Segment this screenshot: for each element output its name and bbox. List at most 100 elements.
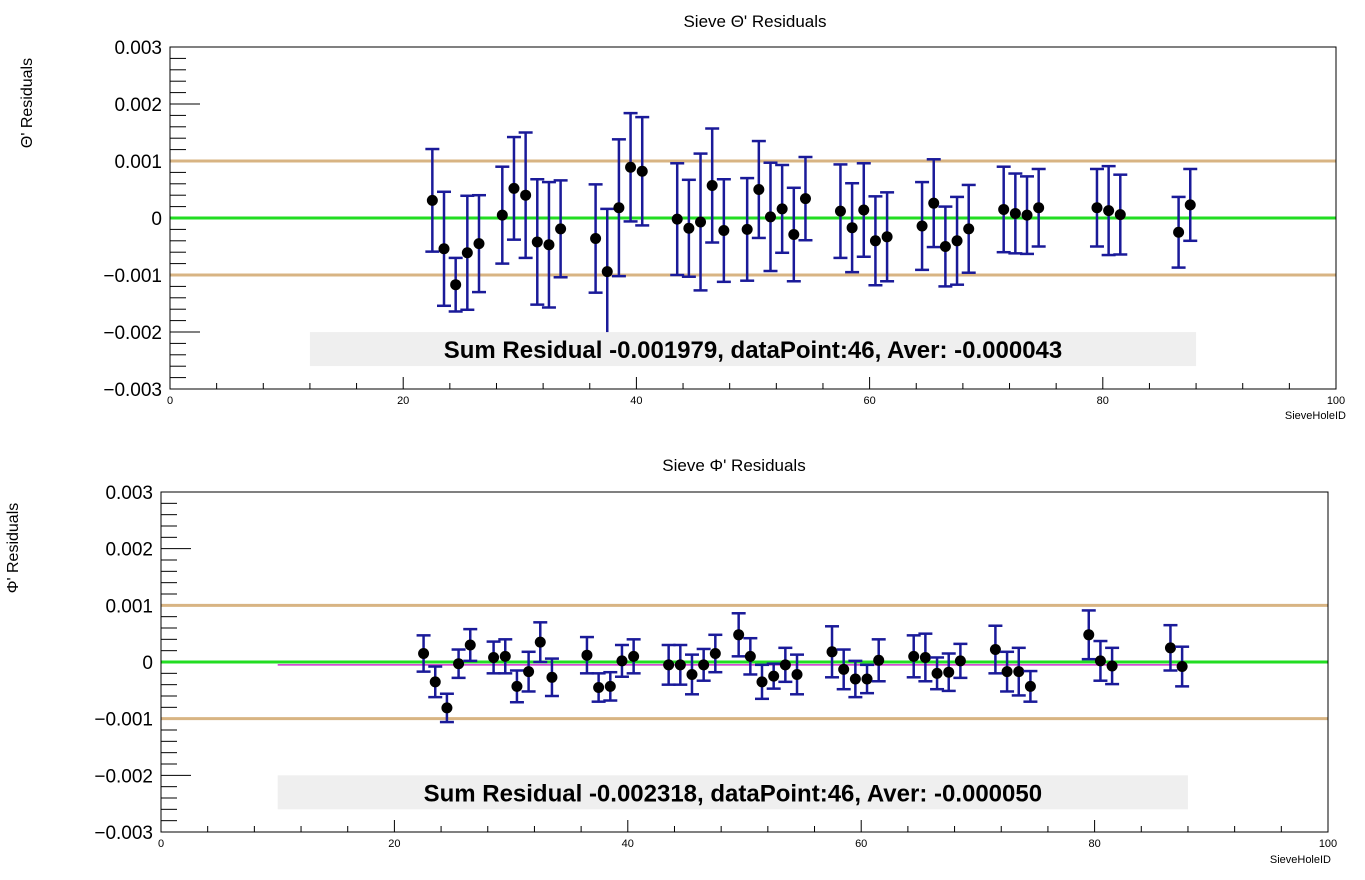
point-marker (869, 235, 881, 247)
data-point (996, 165, 1011, 254)
data-point (416, 634, 431, 673)
point-marker (683, 222, 695, 234)
data-point (544, 657, 559, 698)
point-marker (709, 648, 721, 659)
data-point (460, 194, 475, 312)
y-tick-label: −0.002 (103, 323, 162, 344)
data-point (614, 643, 629, 678)
point-marker (698, 659, 710, 671)
data-point (495, 165, 510, 265)
data-point (860, 663, 875, 695)
data-point (635, 115, 650, 227)
point-marker (1103, 205, 1115, 217)
data-point (518, 131, 533, 260)
chart-title: Sieve Θ' Residuals (683, 12, 826, 31)
y-tick-label: −0.003 (103, 380, 162, 401)
data-point (1175, 645, 1190, 688)
data-point (915, 180, 930, 272)
point-marker (1176, 661, 1188, 673)
point-marker (718, 225, 730, 237)
data-point (1113, 173, 1128, 256)
point-marker (496, 209, 508, 221)
point-marker (881, 231, 893, 243)
data-point (790, 653, 805, 696)
data-point (1020, 175, 1035, 256)
reference-lines (161, 603, 1328, 721)
data-point (509, 669, 524, 704)
data-point (775, 163, 790, 255)
data-point (740, 176, 755, 282)
point-marker (1184, 199, 1196, 211)
point-marker (636, 165, 648, 177)
y-tick-label: −0.002 (94, 766, 153, 787)
point-marker (1173, 226, 1185, 238)
point-marker (779, 659, 791, 671)
point-marker (1094, 655, 1106, 667)
data-point (836, 648, 851, 691)
x-tick-label: 0 (167, 395, 173, 407)
point-marker (861, 673, 873, 685)
point-marker (1114, 209, 1126, 221)
point-marker (908, 650, 920, 662)
data-point (848, 659, 863, 699)
data-point (541, 180, 556, 309)
point-marker (555, 223, 567, 235)
data-point (708, 633, 723, 674)
point-marker (753, 184, 765, 195)
reference-lines (170, 159, 1336, 277)
data-point (705, 127, 720, 244)
data-point (938, 205, 953, 288)
point-marker (1021, 209, 1033, 221)
data-point (716, 177, 731, 284)
data-point (1089, 167, 1104, 248)
data-point (1031, 167, 1046, 248)
data-point (437, 190, 452, 308)
y-tick-label: −0.001 (103, 266, 162, 287)
y-tick-labels: 0.003 0.002 0.001 0 −0.001 −0.002 −0.003 (94, 483, 153, 844)
point-marker (846, 222, 858, 234)
data-point (661, 643, 676, 686)
chart-title: Sieve Φ' Residuals (662, 456, 805, 475)
point-marker (1024, 680, 1036, 692)
data-point (988, 624, 1003, 675)
point-marker (523, 666, 535, 678)
point-marker (928, 197, 940, 209)
point-marker (531, 236, 543, 248)
data-point (533, 621, 548, 664)
point-marker (593, 682, 605, 693)
summary-text: Sum Residual -0.002318, dataPoint:46, Av… (424, 780, 1043, 807)
y-tick-label: 0.002 (114, 95, 162, 116)
data-point (579, 635, 594, 675)
x-tick-label: 20 (388, 838, 400, 850)
point-marker (744, 650, 756, 662)
data-point (766, 662, 781, 690)
y-tick-label: 0.001 (114, 152, 162, 173)
point-marker (1009, 207, 1021, 219)
data-points (425, 111, 1198, 336)
data-point (553, 179, 568, 279)
x-tick-label: 40 (622, 838, 634, 850)
point-marker (508, 182, 520, 194)
point-marker (939, 241, 951, 252)
summary-banner (309, 332, 1197, 367)
data-point (696, 647, 711, 682)
x-tick-label: 40 (630, 395, 642, 407)
y-tick-label: 0.003 (114, 38, 162, 59)
data-point (1000, 650, 1015, 693)
x-tick-labels: 0 20 40 60 80 100 (167, 395, 1345, 407)
x-tick-label: 80 (1097, 395, 1109, 407)
point-marker (616, 655, 628, 667)
point-marker (625, 161, 637, 173)
theta-residual-panel: Sieve Θ' Residuals Θ' Residuals SieveHol… (19, 12, 1346, 422)
data-point (603, 670, 618, 702)
summary-text: Sum Residual -0.001979, dataPoint:46, Av… (444, 337, 1063, 364)
data-point (950, 195, 965, 286)
data-point (833, 163, 848, 260)
y-tick-label: 0.003 (105, 483, 153, 504)
point-marker (590, 233, 602, 245)
data-point (798, 155, 813, 242)
data-point (498, 638, 513, 675)
point-marker (628, 650, 640, 662)
data-point (1081, 609, 1096, 661)
